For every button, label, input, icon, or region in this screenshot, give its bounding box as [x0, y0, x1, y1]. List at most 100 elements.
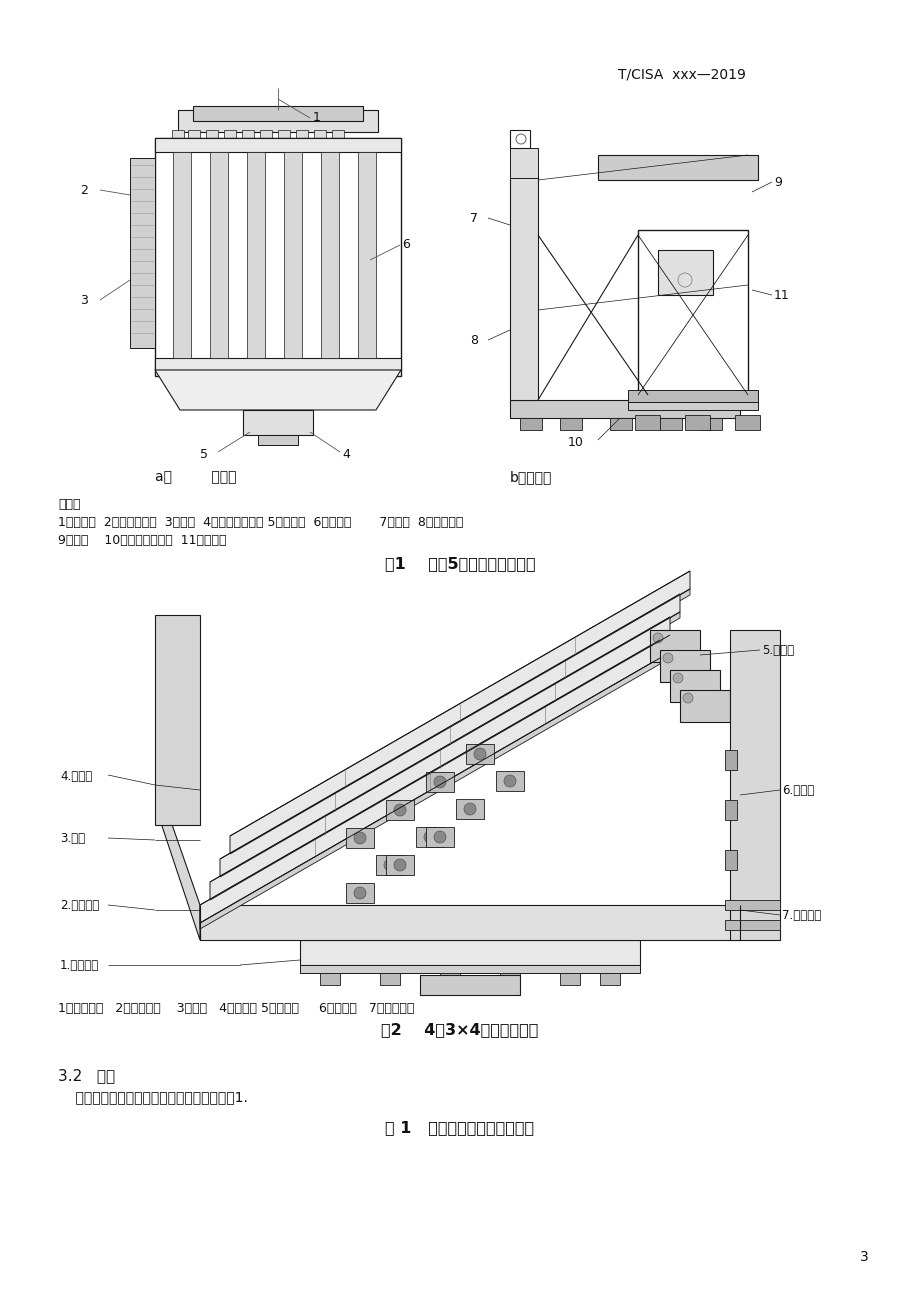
- Circle shape: [682, 693, 692, 703]
- Bar: [734, 415, 759, 430]
- Circle shape: [663, 654, 673, 663]
- Bar: [628, 402, 757, 410]
- Polygon shape: [230, 589, 689, 861]
- Text: 表 1   高频振动细筛的基本参数: 表 1 高频振动细筛的基本参数: [385, 1120, 534, 1135]
- Bar: [154, 615, 199, 825]
- Bar: [650, 630, 699, 661]
- Bar: [172, 130, 184, 138]
- Text: 7.减震胶帢: 7.减震胶帢: [781, 909, 821, 922]
- Bar: [300, 965, 640, 973]
- Circle shape: [383, 859, 395, 871]
- Polygon shape: [160, 790, 199, 940]
- Bar: [346, 828, 374, 848]
- Text: b）左视图: b）左视图: [509, 470, 551, 484]
- Polygon shape: [220, 612, 679, 883]
- Bar: [425, 827, 453, 848]
- Bar: [300, 940, 640, 965]
- Polygon shape: [199, 658, 659, 930]
- Polygon shape: [739, 790, 779, 940]
- Bar: [296, 130, 308, 138]
- Bar: [242, 130, 254, 138]
- Circle shape: [463, 803, 475, 815]
- Text: 1、给料筱  2、不锈钙筛片  3、隔板  4、筛上产品料筱 5、下料管  6、分料口       7、框架  8、支撇瓦座: 1、给料筱 2、不锈钙筛片 3、隔板 4、筛上产品料筱 5、下料管 6、分料口 …: [58, 516, 463, 529]
- Bar: [376, 855, 403, 875]
- Bar: [415, 827, 444, 848]
- Circle shape: [424, 831, 436, 842]
- Bar: [284, 152, 301, 358]
- Bar: [599, 973, 619, 986]
- Text: 5: 5: [199, 448, 208, 461]
- Bar: [386, 855, 414, 875]
- Bar: [380, 973, 400, 986]
- Bar: [320, 973, 340, 986]
- Text: 8: 8: [470, 335, 478, 348]
- Bar: [669, 671, 720, 702]
- Text: 图2    4層3×4筛道振动细筛: 图2 4層3×4筛道振动细筛: [380, 1022, 539, 1036]
- Bar: [425, 772, 453, 792]
- Bar: [724, 921, 779, 930]
- Text: 3: 3: [859, 1250, 868, 1264]
- Bar: [609, 418, 631, 430]
- Bar: [313, 130, 325, 138]
- Text: 图1    单層5筛道高频振动细筛: 图1 单層5筛道高频振动细筛: [384, 556, 535, 572]
- Bar: [659, 650, 709, 682]
- Bar: [420, 975, 519, 995]
- Bar: [257, 435, 298, 445]
- Text: 11: 11: [773, 289, 789, 302]
- Bar: [193, 105, 363, 121]
- Circle shape: [393, 859, 405, 871]
- Bar: [699, 418, 721, 430]
- Circle shape: [434, 831, 446, 842]
- Polygon shape: [199, 641, 659, 923]
- Circle shape: [673, 673, 682, 684]
- Bar: [278, 130, 289, 138]
- Bar: [246, 152, 265, 358]
- Bar: [634, 415, 659, 430]
- Bar: [659, 418, 681, 430]
- Text: 9、护板    10、筛下产品料筱  11、振动器: 9、护板 10、筛下产品料筱 11、振动器: [58, 534, 226, 547]
- Text: 1.筛机底座: 1.筛机底座: [60, 960, 99, 973]
- Circle shape: [473, 749, 485, 760]
- Bar: [679, 690, 729, 723]
- Text: 3: 3: [80, 294, 88, 307]
- Text: T/CISA  xxx—2019: T/CISA xxx—2019: [618, 68, 745, 82]
- Circle shape: [354, 832, 366, 844]
- Text: 4.主框架: 4.主框架: [60, 769, 92, 783]
- Circle shape: [504, 775, 516, 786]
- Bar: [223, 130, 236, 138]
- Text: 10: 10: [567, 436, 584, 449]
- Bar: [560, 418, 582, 430]
- Bar: [346, 883, 374, 904]
- Bar: [260, 130, 272, 138]
- Circle shape: [652, 633, 663, 643]
- Bar: [173, 152, 191, 358]
- Text: 7: 7: [470, 212, 478, 225]
- Circle shape: [393, 805, 405, 816]
- Bar: [466, 743, 494, 764]
- Bar: [628, 391, 757, 402]
- Bar: [439, 973, 460, 986]
- Bar: [724, 850, 736, 870]
- Text: 1、筛机底座   2、下集料槽    3、筛框   4、主框架 5、给料筱     6、轴承座   7、减震胶帢: 1、筛机底座 2、下集料槽 3、筛框 4、主框架 5、给料筱 6、轴承座 7、减…: [58, 1003, 414, 1016]
- Text: 5.给料筱: 5.给料筱: [761, 644, 793, 658]
- Circle shape: [354, 887, 366, 898]
- Bar: [724, 750, 736, 769]
- Text: 3.筛框: 3.筛框: [60, 832, 85, 845]
- Text: 说明：: 说明：: [58, 497, 81, 510]
- Polygon shape: [220, 594, 679, 878]
- Text: 3.2   参数: 3.2 参数: [58, 1068, 115, 1083]
- Bar: [243, 410, 312, 435]
- Text: 9: 9: [773, 176, 781, 189]
- Bar: [495, 771, 524, 792]
- Bar: [386, 799, 414, 820]
- Text: 1: 1: [312, 111, 321, 124]
- Polygon shape: [210, 635, 669, 906]
- Text: 不锈钙板筛片高频振动细筛的基本参数见表1.: 不锈钙板筛片高频振动细筛的基本参数见表1.: [58, 1090, 247, 1104]
- Bar: [685, 415, 709, 430]
- Bar: [597, 155, 757, 180]
- Bar: [509, 130, 529, 148]
- Text: 6.轴承座: 6.轴承座: [781, 784, 813, 797]
- Text: 6: 6: [402, 238, 410, 251]
- Bar: [130, 158, 154, 348]
- Bar: [332, 130, 344, 138]
